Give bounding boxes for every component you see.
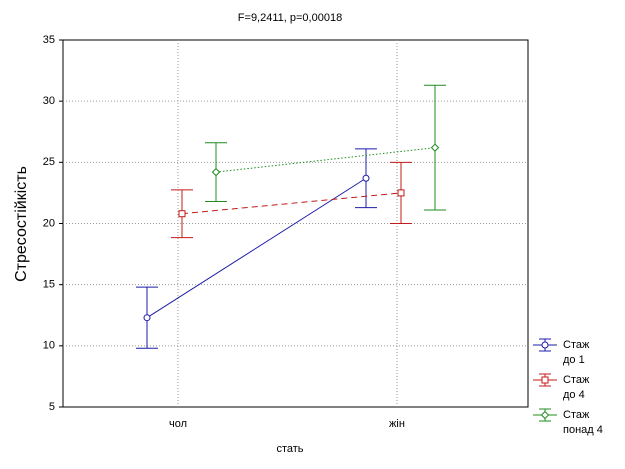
marker [362, 174, 370, 182]
legend-label: Стаж до 4 [563, 374, 592, 401]
y-tick-label: 35 [43, 34, 55, 46]
y-tick-label: 20 [43, 217, 55, 229]
marker [178, 210, 186, 218]
marker [397, 189, 405, 197]
y-axis-label: Стресостійкість [13, 166, 30, 282]
y-tick-label: 30 [43, 95, 55, 107]
x-axis-label: стать [276, 443, 303, 455]
series-line [215, 147, 436, 173]
y-tick-label: 15 [43, 279, 55, 291]
chart-title: F=9,2411, p=0,00018 [238, 12, 342, 24]
marker [211, 167, 221, 177]
series-line [146, 177, 367, 319]
marker [143, 314, 151, 322]
marker [541, 341, 549, 349]
y-tick-label: 5 [49, 401, 55, 413]
marker [540, 410, 550, 420]
series-line [181, 192, 402, 215]
marker [430, 143, 440, 152]
legend-label: Стаж понад 4 [563, 409, 603, 436]
x-tick-label: жін [389, 418, 405, 430]
x-tick-label: чол [169, 418, 187, 430]
legend-label: Стаж до 1 [563, 339, 592, 366]
y-tick-label: 25 [43, 156, 55, 168]
y-tick-label: 10 [43, 340, 55, 352]
marker [541, 376, 549, 384]
